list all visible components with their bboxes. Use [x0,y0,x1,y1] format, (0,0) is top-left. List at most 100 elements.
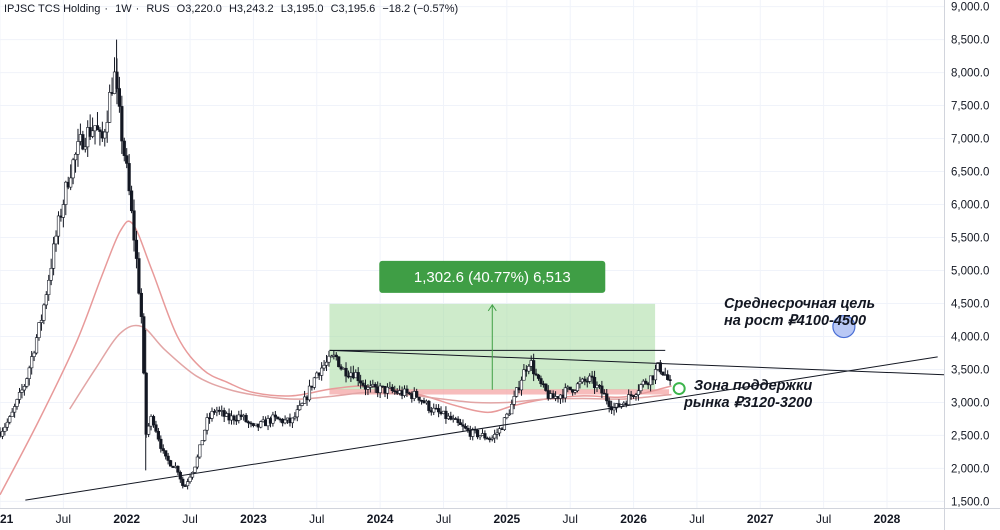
candle-body[interactable] [108,92,112,123]
candle-body[interactable] [578,381,582,385]
candle-body[interactable] [125,155,129,164]
candle-body[interactable] [71,159,75,179]
candle-body[interactable] [476,429,480,438]
candle-body[interactable] [590,375,594,378]
candle-body[interactable] [512,396,516,405]
candle-body[interactable] [205,417,209,431]
candle-body[interactable] [563,387,567,399]
resistance-trendline[interactable] [329,349,945,376]
candle-body[interactable] [122,140,126,156]
candle-body[interactable] [30,356,34,369]
price-axis[interactable]: 1,500.0 2,000.0 2,500.0 3,000.0 3,500.0 4,000… [951,2,989,509]
candle-body[interactable] [463,426,468,429]
candle-body[interactable] [81,134,85,150]
candle-body[interactable] [658,362,662,373]
candle-body[interactable] [456,418,460,423]
candle-body[interactable] [493,434,497,439]
candle-body[interactable] [137,258,141,294]
candle-body[interactable] [290,417,295,424]
candle-body[interactable] [293,416,297,419]
candle-body[interactable] [519,379,524,391]
candle-body[interactable] [39,320,44,323]
candle-body[interactable] [405,388,409,394]
candle-body[interactable] [42,304,46,321]
candle-body[interactable] [210,411,214,419]
candle-body[interactable] [639,384,643,392]
candle-body[interactable] [188,476,192,482]
candle-body[interactable] [505,413,509,419]
candle-body[interactable] [154,424,158,432]
candle-body[interactable] [200,440,204,446]
candle-body[interactable] [312,377,316,388]
candle-body[interactable] [246,421,251,424]
symbol-legend[interactable]: IPJSC TCS Holding · 1W · RUS O3,220.0 H3,2… [4,3,462,15]
candle-body[interactable] [302,396,307,404]
candle-body[interactable] [629,394,633,396]
candle-body[interactable] [324,361,329,366]
candle-body[interactable] [339,366,343,370]
candle-body[interactable] [605,393,609,402]
candle-body[interactable] [166,455,170,461]
candle-body[interactable] [527,365,531,372]
candle-body[interactable] [322,364,326,369]
candle-body[interactable] [366,387,370,390]
candle-body[interactable] [536,374,541,379]
candle-body[interactable] [385,387,390,394]
candle-body[interactable] [103,131,107,139]
time-axis[interactable]: 2021 Jul 2022 Jul 2023 Jul 2024 Jul 2025 Jul 2026 J… [0,512,901,526]
candle-body[interactable] [159,438,163,449]
candle-body[interactable] [273,414,277,418]
candle-body[interactable] [8,416,12,423]
candle-body[interactable] [551,393,555,399]
candle-body[interactable] [607,400,611,407]
candle-body[interactable] [190,472,195,478]
candle-body[interactable] [390,386,394,392]
candle-body[interactable] [461,424,465,427]
candle-body[interactable] [539,378,543,385]
candle-body[interactable] [283,419,287,424]
candle-body[interactable] [544,383,548,391]
candle-body[interactable] [478,435,482,438]
candle-body[interactable] [329,355,333,358]
candle-body[interactable] [142,316,146,374]
candle-body[interactable] [176,465,180,473]
candle-body[interactable] [120,106,124,142]
candle-body[interactable] [666,374,670,380]
candle-body[interactable] [105,122,109,133]
candle-body[interactable] [458,422,463,426]
candle-body[interactable] [44,294,48,306]
candle-body[interactable] [307,385,312,401]
candle-body[interactable] [52,243,56,269]
candle-body[interactable] [298,405,302,411]
candle-body[interactable] [117,88,122,107]
candle-body[interactable] [378,385,382,394]
candle-body[interactable] [168,460,173,467]
candle-body[interactable] [644,380,648,384]
candle-body[interactable] [276,416,280,420]
legend-title[interactable]: IPJSC TCS Holding [4,3,101,15]
candle-body[interactable] [15,399,19,407]
candle-body[interactable] [183,485,187,487]
candle-body[interactable] [522,369,526,381]
candle-body[interactable] [237,414,241,421]
measure-label-box[interactable] [379,260,606,293]
candle-body[interactable] [334,354,338,358]
candle-body[interactable] [668,379,672,381]
candle-body[interactable] [73,153,78,161]
candle-body[interactable] [271,414,275,424]
candle-body[interactable] [361,382,365,386]
candle-body[interactable] [203,429,207,441]
candle-body[interactable] [471,428,475,437]
candle-body[interactable] [49,267,53,281]
candle-body[interactable] [490,437,494,440]
candle-body[interactable] [86,127,90,148]
candle-body[interactable] [151,416,156,426]
candle-body[interactable] [634,394,638,397]
candle-body[interactable] [356,372,360,382]
candle-body[interactable] [532,360,536,375]
candle-body[interactable] [573,390,577,393]
candle-body[interactable] [17,392,22,400]
candle-body[interactable] [359,380,363,384]
last-price-marker[interactable] [672,382,686,396]
candle-body[interactable] [427,400,431,411]
